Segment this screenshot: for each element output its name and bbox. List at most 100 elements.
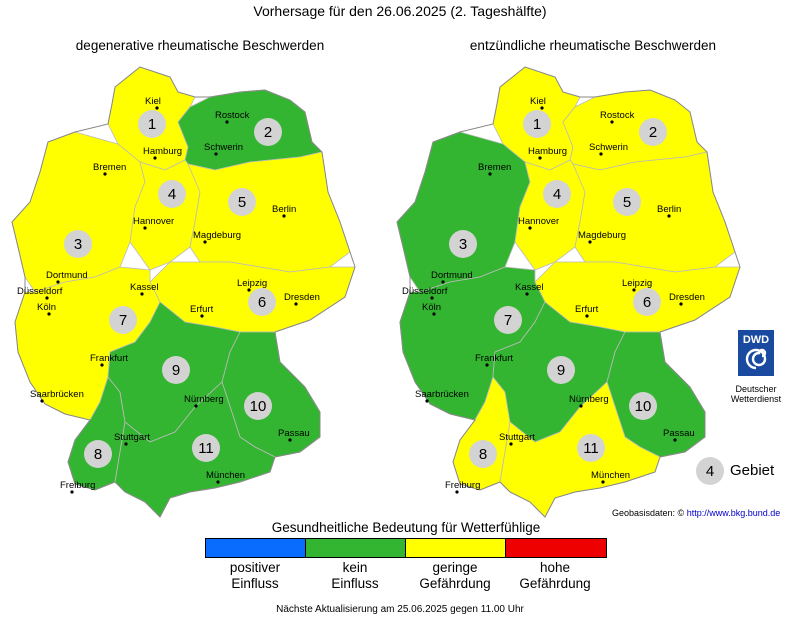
attribution-link[interactable]: http://www.bkg.bund.de <box>686 508 781 518</box>
region-number-badge <box>547 356 575 384</box>
city-label: Berlin <box>657 204 681 215</box>
city-label: Erfurt <box>190 304 214 315</box>
region-number: 4 <box>168 186 176 203</box>
region-number: 10 <box>635 398 652 415</box>
city-dot <box>216 480 220 484</box>
region-number-badge <box>244 392 272 420</box>
city-dot <box>667 214 671 218</box>
region-number: 3 <box>459 236 467 253</box>
region-number-badge <box>543 180 571 208</box>
city-dot <box>153 156 157 160</box>
city-label: Hamburg <box>143 146 182 157</box>
country-outline <box>11 66 356 518</box>
city-label: Dresden <box>284 292 320 303</box>
city-dot <box>540 106 544 110</box>
city-label: Nürnberg <box>569 394 609 405</box>
city-dot <box>294 302 298 306</box>
city-label: Kassel <box>515 282 544 293</box>
city-dot <box>203 240 207 244</box>
region-5 <box>572 151 736 273</box>
legend-label: kein Einfluss <box>331 560 379 591</box>
map-title-degenerative: degenerative rheumatische Beschwerden <box>75 38 325 53</box>
region-number-badge <box>449 230 477 258</box>
city-label: Dresden <box>669 292 705 303</box>
region-number-badge <box>84 440 112 468</box>
city-label: Hannover <box>518 216 559 227</box>
city-label: Freiburg <box>445 480 480 491</box>
region-number: 4 <box>553 186 561 203</box>
region-number-badge <box>158 180 186 208</box>
city-dot <box>47 312 51 316</box>
region-number-badge <box>494 306 522 334</box>
city-dot <box>538 156 542 160</box>
city-dot <box>673 438 677 442</box>
city-dot <box>441 280 445 284</box>
region-number-badge <box>109 306 137 334</box>
dwd-logo: DWD Deutscher Wetterdienst <box>720 330 792 404</box>
city-dot <box>56 280 60 284</box>
dwd-logo-icon: DWD <box>738 330 774 376</box>
city-label: Stuttgart <box>499 432 535 443</box>
legend-label: positiver Einfluss <box>229 560 281 591</box>
legend-swatch <box>305 538 407 558</box>
city-dot <box>225 120 229 124</box>
city-dot <box>200 314 204 318</box>
attribution-prefix: Geobasisdaten: © <box>612 508 685 518</box>
city-dot <box>488 172 492 176</box>
city-label: Köln <box>422 302 441 313</box>
region-number-badge <box>523 110 551 138</box>
city-dot <box>585 314 589 318</box>
region-number-badge <box>192 434 220 462</box>
region-number-badge <box>254 118 282 146</box>
country-outline <box>396 66 741 518</box>
region-number: 7 <box>504 312 512 329</box>
city-label: Düsseldorf <box>17 286 63 297</box>
region-number-badge <box>162 356 190 384</box>
city-label: Bremen <box>93 162 126 173</box>
city-label: Schwerin <box>204 142 243 153</box>
region-number: 9 <box>172 362 180 379</box>
page-title: Vorhersage für den 26.06.2025 (2. Tagesh… <box>253 3 547 19</box>
city-label: Leipzig <box>237 278 267 289</box>
region-key-label: Gebiet <box>730 462 775 479</box>
region-number: 5 <box>623 194 631 211</box>
city-dot <box>610 120 614 124</box>
city-label: Magdeburg <box>578 230 626 241</box>
map-degenerative: Kiel Rostock Hamburg Schwerin Bremen Hannover… <box>11 66 356 518</box>
city-dot <box>432 312 436 316</box>
city-dot <box>679 302 683 306</box>
region-number: 2 <box>264 124 272 141</box>
legend-swatch <box>205 538 307 558</box>
city-label: Passau <box>663 428 695 439</box>
city-label: München <box>206 470 245 481</box>
city-label: Kiel <box>530 96 546 107</box>
region-5 <box>187 151 351 273</box>
city-label: Magdeburg <box>193 230 241 241</box>
legend-swatch <box>405 538 507 558</box>
city-dot <box>140 292 144 296</box>
region-number: 1 <box>533 116 541 133</box>
city-dot <box>247 288 251 292</box>
region-number-badge <box>629 392 657 420</box>
city-dot <box>528 226 532 230</box>
city-dot <box>632 288 636 292</box>
city-label: Stuttgart <box>114 432 150 443</box>
legend-swatch <box>505 538 607 558</box>
city-label: Passau <box>278 428 310 439</box>
city-dot <box>509 442 513 446</box>
city-label: Dortmund <box>46 270 88 281</box>
city-dot <box>601 480 605 484</box>
city-dot <box>485 363 489 367</box>
city-label: Kassel <box>130 282 159 293</box>
city-dot <box>70 490 74 494</box>
city-dot <box>599 152 603 156</box>
city-dot <box>588 240 592 244</box>
city-label: Frankfurt <box>475 353 513 364</box>
update-note: Nächste Aktualisierung am 25.06.2025 geg… <box>276 604 524 615</box>
city-dot <box>143 226 147 230</box>
city-label: Frankfurt <box>90 353 128 364</box>
city-label: Rostock <box>215 110 250 121</box>
city-dot <box>579 404 583 408</box>
city-dot <box>455 490 459 494</box>
city-label: Saarbrücken <box>30 389 84 400</box>
